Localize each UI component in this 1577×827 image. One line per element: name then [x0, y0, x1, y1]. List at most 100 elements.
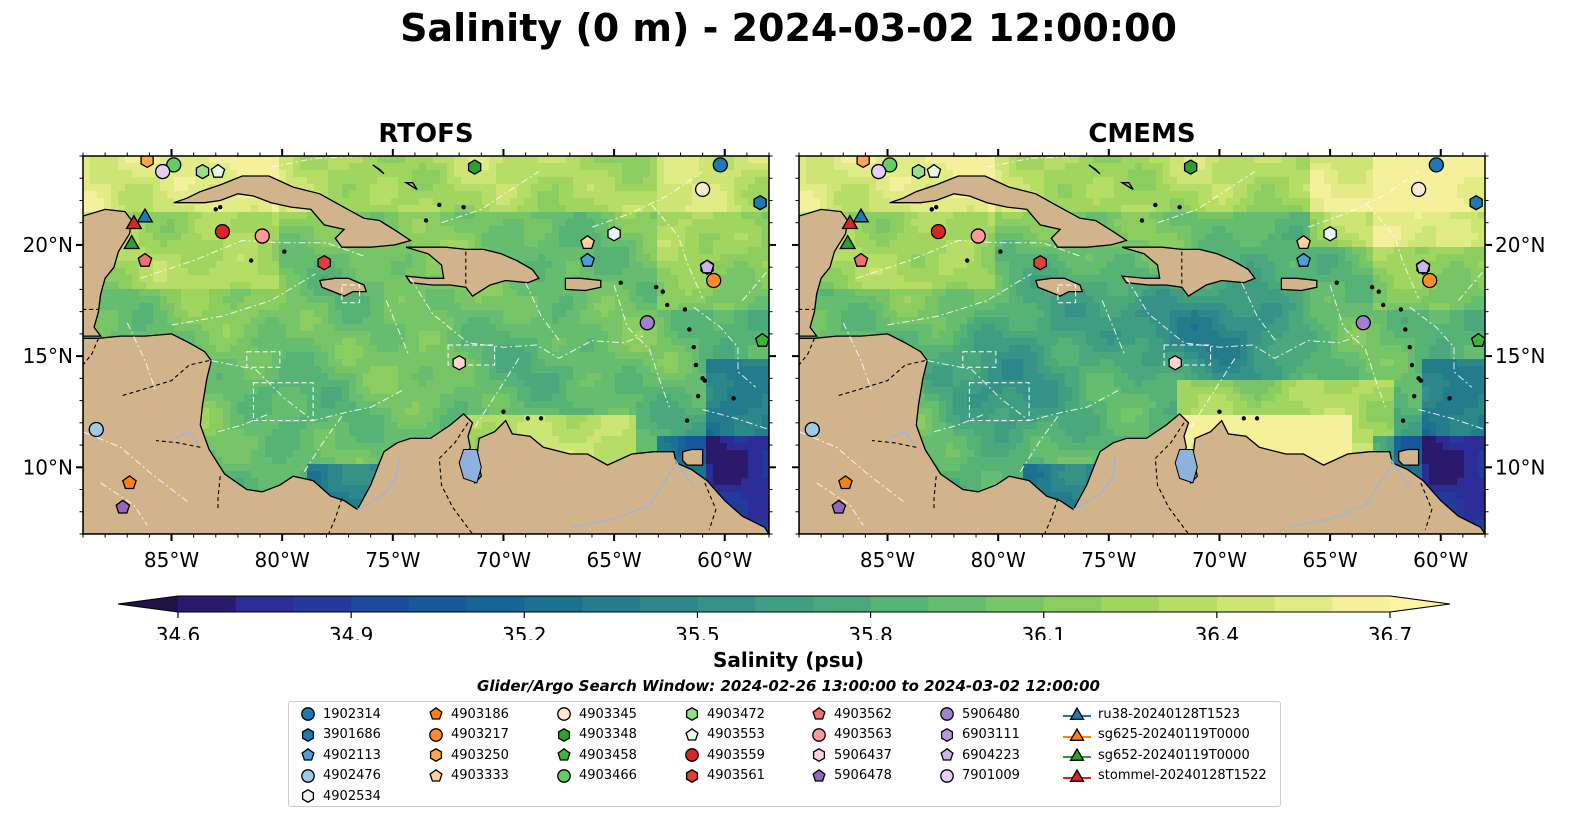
legend-item: 5906480 — [938, 704, 1020, 724]
legend-label: 5906437 — [834, 747, 892, 763]
eez-boundary — [1458, 269, 1485, 301]
platform-marker — [804, 421, 820, 438]
platform-marker — [123, 234, 141, 250]
colorbar-segment — [1159, 596, 1218, 612]
small-island — [695, 393, 701, 399]
colorbar-segment — [524, 596, 583, 612]
panel-title-rtofs: RTOFS — [378, 119, 474, 149]
legend-label: 4903217 — [451, 727, 509, 743]
small-island — [501, 409, 506, 414]
lon-tick-label: 65°W — [1302, 548, 1357, 572]
legend-marker-icon — [429, 748, 443, 763]
country-border — [155, 440, 201, 448]
legend-symbol — [940, 707, 954, 721]
legend-item: 4903466 — [555, 766, 637, 786]
platform-marker — [838, 475, 853, 490]
legend-label: 4903563 — [834, 727, 892, 743]
small-island — [1447, 396, 1452, 401]
small-island — [702, 378, 708, 383]
map-frame — [798, 155, 1486, 535]
platform-marker — [841, 214, 859, 230]
colorbar-tick-label: 36.4 — [1195, 623, 1240, 640]
small-island — [653, 284, 659, 290]
eez-boundary — [702, 409, 769, 430]
legend-symbol — [301, 748, 315, 761]
small-island — [618, 280, 623, 285]
colorbar-segment — [755, 596, 814, 612]
colorbar-tick-label: 34.9 — [329, 623, 374, 640]
legend-symbol — [940, 748, 954, 761]
lat-tick-label: 15°N — [23, 344, 73, 368]
platform-legend: 1902314 3901686 4902113 4902476 4902534 49031… — [288, 701, 1281, 807]
legend-label: 4903250 — [451, 747, 509, 763]
legend-symbol — [301, 789, 315, 804]
legend-marker-icon — [429, 768, 443, 782]
lon-tick-label: 80°W — [255, 548, 310, 572]
legend-symbol — [557, 748, 571, 761]
small-island — [687, 327, 692, 332]
land-bahamas2 — [372, 164, 385, 175]
platform-marker — [911, 163, 926, 180]
eez-boundary — [651, 204, 704, 299]
platform-marker — [136, 207, 154, 223]
legend-item: 4903348 — [555, 725, 637, 745]
legend-symbol — [557, 727, 571, 742]
lat-tick-label: 15°N — [1495, 344, 1545, 368]
legend-label: 4903562 — [834, 706, 892, 722]
land-florida — [235, 156, 274, 157]
platform-marker — [694, 181, 711, 198]
country-border — [836, 360, 926, 397]
platform-marker — [452, 355, 466, 371]
small-island — [1381, 302, 1386, 308]
legend-marker-icon — [301, 727, 315, 742]
small-island — [684, 418, 690, 423]
legend-label: 7901009 — [962, 768, 1020, 784]
legend-item: 4902534 — [299, 786, 381, 806]
colorbar-segment — [812, 596, 872, 612]
platform-marker — [831, 499, 847, 514]
legend-item: stommel-20240128T1522 — [1062, 766, 1267, 786]
land-florida — [951, 156, 990, 157]
legend-marker-icon — [557, 727, 571, 742]
river — [1073, 456, 1117, 511]
legend-marker-icon — [301, 768, 315, 783]
colorbar-tick-label: 35.2 — [502, 623, 547, 640]
platform-marker — [580, 234, 595, 250]
legend-symbol — [812, 727, 826, 742]
country-border — [704, 482, 717, 530]
colorbar-extend-low — [118, 596, 178, 612]
platform-marker — [317, 254, 331, 271]
land-bahamas3 — [1119, 182, 1134, 190]
small-island — [998, 249, 1003, 254]
eez-boundary — [1057, 284, 1077, 304]
eez-boundary — [1126, 278, 1360, 359]
platform-marker — [1422, 272, 1438, 289]
legend-symbol — [940, 727, 954, 742]
small-island — [423, 218, 429, 223]
land-yucatan — [799, 208, 849, 337]
legend-item: 7901009 — [938, 766, 1020, 786]
legend-label: 5906478 — [834, 768, 892, 784]
land-hispaniola — [1120, 246, 1256, 297]
legend-item: 4903250 — [427, 745, 509, 765]
small-island — [1407, 345, 1412, 350]
legend-symbol — [685, 768, 699, 783]
small-island — [1254, 416, 1260, 421]
legend-symbol — [301, 707, 315, 721]
colorbar-segment — [408, 596, 468, 612]
legend-marker-icon — [940, 727, 954, 742]
platform-marker — [1415, 259, 1431, 274]
map-frame — [82, 155, 770, 535]
small-island — [1398, 307, 1404, 312]
eez-boundary — [217, 413, 270, 433]
lat-tick-label: 20°N — [23, 233, 73, 257]
colorbar-segment — [1274, 596, 1333, 612]
legend-item: 4903186 — [427, 704, 509, 724]
eez-boundary — [1367, 204, 1420, 299]
small-island — [282, 249, 287, 254]
country-border — [933, 476, 937, 510]
small-island — [1369, 284, 1375, 290]
colorbar-tick-label: 36.1 — [1021, 623, 1066, 640]
legend-label: 4902534 — [323, 788, 381, 804]
colorbar-segment — [466, 596, 525, 612]
